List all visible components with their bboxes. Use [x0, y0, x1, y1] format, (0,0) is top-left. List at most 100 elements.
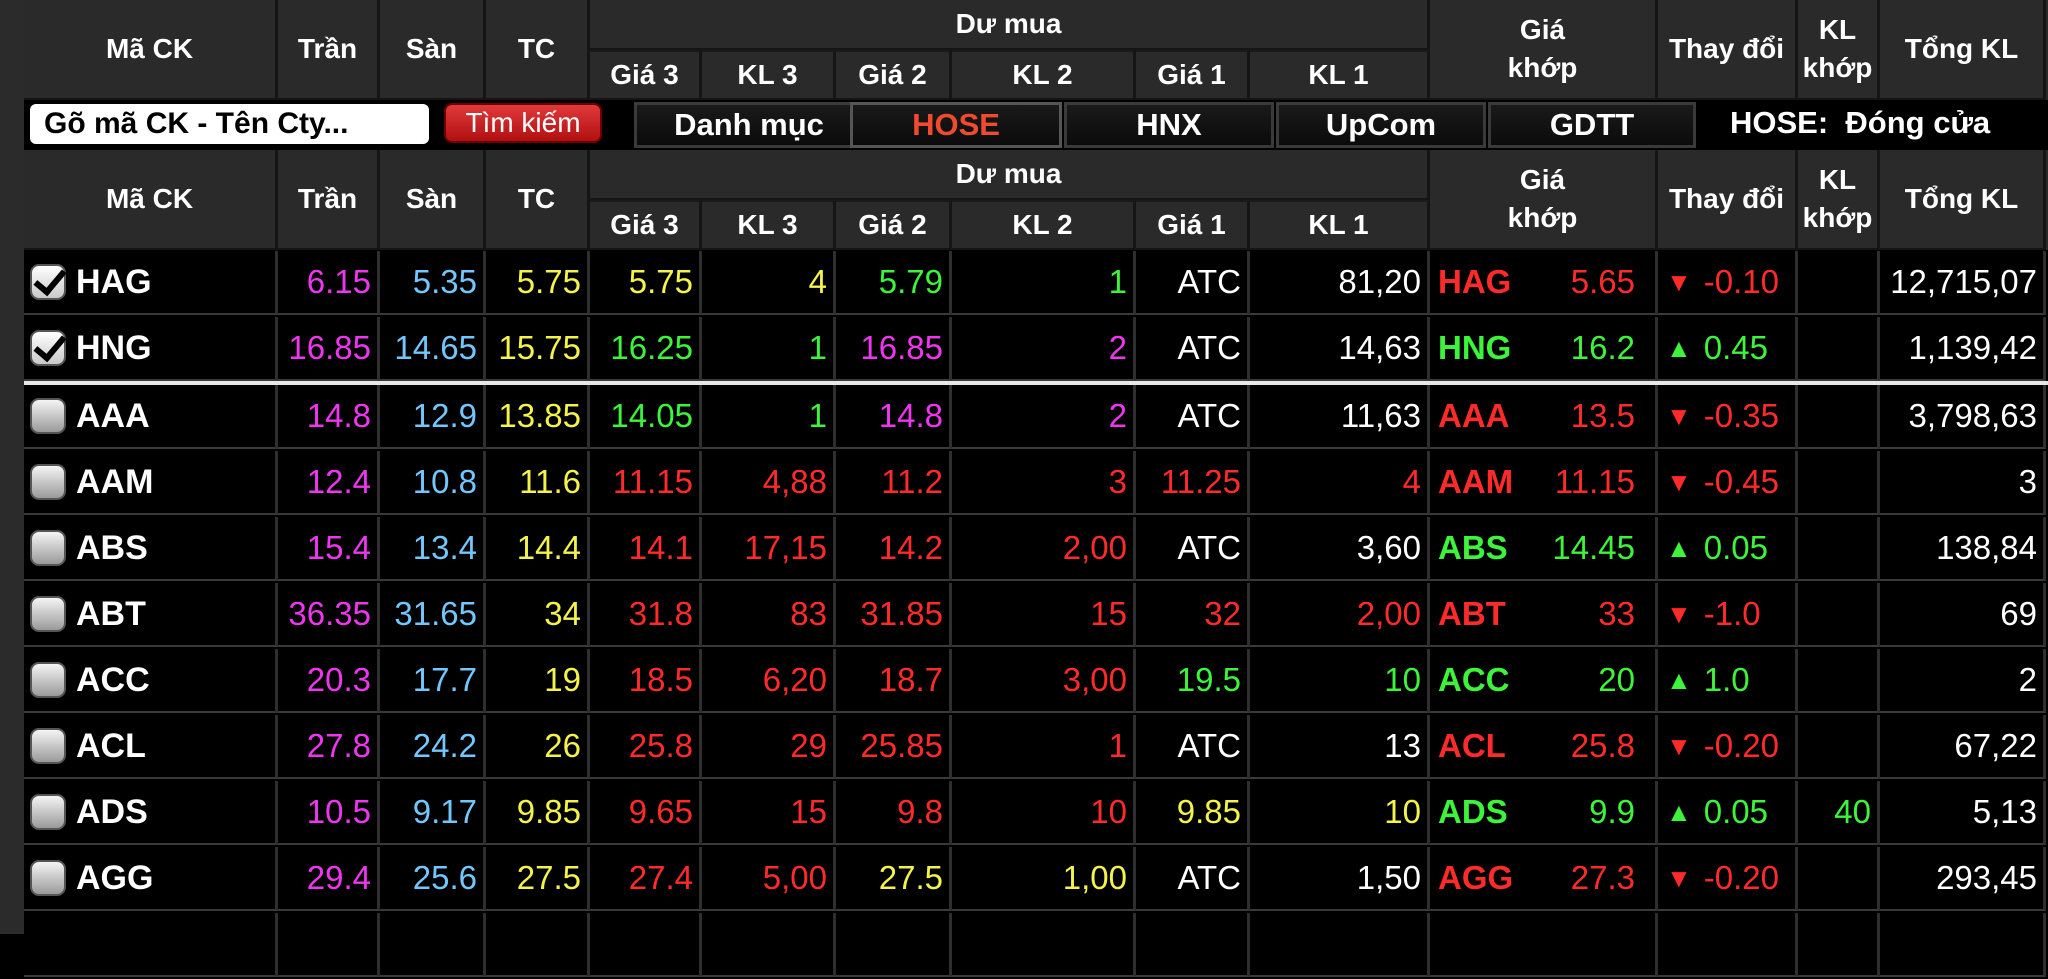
cell-symbol[interactable]: ABS [24, 517, 278, 581]
cell-gia1: ATC [1136, 517, 1250, 581]
cell-symbol[interactable]: AGG [24, 847, 278, 911]
tab-danh-muc[interactable]: Danh mục [634, 102, 864, 148]
watchlist-checkbox[interactable] [30, 860, 66, 896]
table-row[interactable]: ACC 20.3 17.7 19 18.5 6,20 18.7 3,00 19.5 10 ACC 20… [24, 649, 2048, 715]
tab-gdtt[interactable]: GDTT [1488, 102, 1696, 148]
cell-tong-kl: 5,13 [1880, 781, 2046, 845]
cell-symbol[interactable]: ACC [24, 649, 278, 713]
cell-kl1: 13 [1250, 715, 1430, 779]
cell-kl2: 2 [952, 317, 1136, 381]
cell-san: 5.35 [380, 251, 486, 315]
match-price: 33 [1598, 595, 1635, 632]
cell-kl3: 1 [702, 385, 836, 449]
table-row[interactable]: AGG 29.4 25.6 27.5 27.4 5,00 27.5 1,00 ATC 1,50 AG… [24, 847, 2048, 913]
cell-san: 13.4 [380, 517, 486, 581]
watchlist-checkbox[interactable] [30, 662, 66, 698]
watchlist-checkbox[interactable] [30, 398, 66, 434]
header-gia2: Giá 2 [836, 50, 952, 100]
header-gia2: Giá 2 [836, 200, 952, 250]
tab-hose[interactable]: HOSE [850, 102, 1062, 148]
header-kl-khop-line2: khớp [1802, 52, 1873, 83]
cell-symbol[interactable]: ABT [24, 583, 278, 647]
cell-san: 12.9 [380, 385, 486, 449]
cell-kl3: 4,88 [702, 451, 836, 515]
search-button[interactable]: Tìm kiếm [444, 103, 602, 143]
cell-tc: 27.5 [486, 847, 590, 911]
watchlist-checkbox[interactable] [30, 596, 66, 632]
header-kl2: KL 2 [952, 200, 1136, 250]
cell-gia-khop: AGG 27.3 [1430, 847, 1658, 911]
watchlist-checkbox[interactable] [30, 330, 66, 366]
cell-symbol[interactable]: HAG [24, 251, 278, 315]
cell-kl-khop [1798, 847, 1880, 911]
cell-kl2: 1 [952, 715, 1136, 779]
watchlist-checkbox[interactable] [30, 530, 66, 566]
cell-symbol[interactable]: ADS [24, 781, 278, 845]
cell-tran: 20.3 [278, 649, 380, 713]
watchlist-checkbox[interactable] [30, 794, 66, 830]
pinned-rows-divider [24, 381, 2048, 385]
watchlist-checkbox[interactable] [30, 264, 66, 300]
header-gia-khop-line2: khớp [1507, 202, 1578, 233]
table-row[interactable]: HAG 6.15 5.35 5.75 5.75 4 5.79 1 ATC 81,20 HAG 5.65… [24, 251, 2048, 317]
cell-symbol[interactable]: AAA [24, 385, 278, 449]
table-row[interactable]: ADS 10.5 9.17 9.85 9.65 15 9.8 10 9.85 10 ADS 9.9 ▲ 0… [24, 781, 2048, 847]
header-gia3: Giá 3 [590, 50, 702, 100]
symbol-label: ACC [76, 660, 150, 699]
search-input[interactable]: Gõ mã CK - Tên Cty... [30, 104, 429, 144]
tab-hnx[interactable]: HNX [1064, 102, 1274, 148]
cell-gia2: 14.2 [836, 517, 952, 581]
cell-kl2: 15 [952, 583, 1136, 647]
change-value: 0.45 [1703, 329, 1768, 366]
cell-gia3: 11.15 [590, 451, 702, 515]
tab-upcom[interactable]: UpCom [1276, 102, 1486, 148]
cell-gia1: ATC [1136, 715, 1250, 779]
market-status: HOSE: Đóng cửa [1730, 105, 1991, 140]
cell-kl2: 2 [952, 385, 1136, 449]
column-header-top: Mã CK Trần Sàn TC Dư mua Giá 3 KL 3 Giá … [24, 0, 2048, 100]
cell-kl3: 83 [702, 583, 836, 647]
header-gia-khop-line1: Giá [1519, 14, 1566, 45]
cell-kl2: 10 [952, 781, 1136, 845]
cell-gia-khop: HAG 5.65 [1430, 251, 1658, 315]
symbol-label: AGG [76, 858, 154, 897]
cell-kl-khop [1798, 385, 1880, 449]
table-row[interactable]: AAA 14.8 12.9 13.85 14.05 1 14.8 2 ATC 11,63 AAA 13… [24, 385, 2048, 451]
cell-gia3: 25.8 [590, 715, 702, 779]
cell-gia1: ATC [1136, 317, 1250, 381]
header-tong-kl: Tổng KL [1880, 0, 2046, 100]
table-row[interactable]: AAM 12.4 10.8 11.6 11.15 4,88 11.2 3 11.25 4 AAM 11… [24, 451, 2048, 517]
cell-empty [1430, 913, 1658, 977]
table-row[interactable]: HNG 16.85 14.65 15.75 16.25 1 16.85 2 ATC 14,63 HN… [24, 317, 2048, 383]
cell-gia3: 27.4 [590, 847, 702, 911]
cell-empty [24, 913, 278, 977]
cell-gia-khop: AAM 11.15 [1430, 451, 1658, 515]
match-price: 5.65 [1570, 263, 1635, 300]
cell-kl3: 15 [702, 781, 836, 845]
cell-gia2: 16.85 [836, 317, 952, 381]
cell-thay-doi: ▼ -0.10 [1658, 251, 1798, 315]
cell-tong-kl: 3,798,63 [1880, 385, 2046, 449]
cell-san: 14.65 [380, 317, 486, 381]
cell-kl1: 11,63 [1250, 385, 1430, 449]
cell-symbol[interactable]: ACL [24, 715, 278, 779]
match-symbol: ACL [1438, 727, 1506, 764]
cell-gia2: 27.5 [836, 847, 952, 911]
cell-empty [1658, 913, 1798, 977]
cell-symbol[interactable]: AAM [24, 451, 278, 515]
watchlist-checkbox[interactable] [30, 464, 66, 500]
table-row[interactable]: ACL 27.8 24.2 26 25.8 29 25.85 1 ATC 13 ACL 25.8 ▼ -0… [24, 715, 2048, 781]
header-ma-ck: Mã CK [24, 0, 278, 100]
cell-tc: 34 [486, 583, 590, 647]
cell-empty [1250, 913, 1430, 977]
header-tc: TC [486, 150, 590, 250]
cell-tong-kl: 12,715,07 [1880, 251, 2046, 315]
table-row[interactable]: ABT 36.35 31.65 34 31.8 83 31.85 15 32 2,00 ABT 33 ▼… [24, 583, 2048, 649]
arrow-up-icon: ▲ [1666, 332, 1692, 363]
cell-symbol[interactable]: HNG [24, 317, 278, 381]
cell-kl-khop [1798, 317, 1880, 381]
table-row[interactable]: ABS 15.4 13.4 14.4 14.1 17,15 14.2 2,00 ATC 3,60 A… [24, 517, 2048, 583]
cell-tran: 10.5 [278, 781, 380, 845]
cell-kl2: 3 [952, 451, 1136, 515]
watchlist-checkbox[interactable] [30, 728, 66, 764]
